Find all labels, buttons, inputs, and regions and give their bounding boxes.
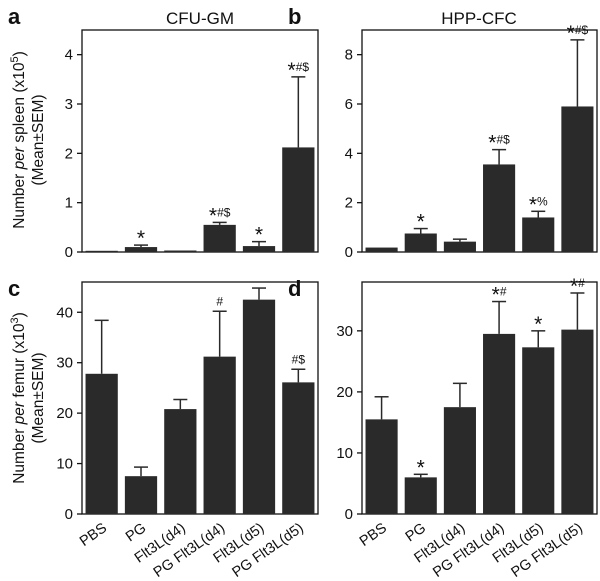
y-tick-label-d: 10 <box>336 445 353 462</box>
significance-mark-d-2: * <box>417 456 425 479</box>
x-tick-label-c-2: PG <box>123 520 149 545</box>
y-tick-label-c: 30 <box>56 355 73 372</box>
svg-text:(Mean±SEM): (Mean±SEM) <box>30 94 47 185</box>
bar-b-2 <box>404 233 437 252</box>
significance-mark-a-4: *#$ <box>209 204 231 227</box>
bar-a-5 <box>242 246 276 252</box>
bar-d-2 <box>404 477 437 514</box>
y-tick-label-c: 40 <box>56 304 73 321</box>
y-tick-label-d: 30 <box>336 323 353 340</box>
bar-c-3 <box>164 409 197 514</box>
y-tick-label-b: 6 <box>345 96 353 113</box>
bar-d-5 <box>522 347 555 514</box>
significance-mark-b-5: *% <box>529 193 548 216</box>
svg-text:Number per spleen (x105): Number per spleen (x105) <box>9 51 28 229</box>
y-tick-label-b: 0 <box>345 244 353 261</box>
panel-title-b: HPP-CFC <box>441 9 517 28</box>
bar-a-6 <box>282 147 315 252</box>
plot-frame-d <box>361 281 598 515</box>
bar-c-5 <box>242 299 276 514</box>
svg-text:(Mean±SEM): (Mean±SEM) <box>30 352 47 443</box>
y-tick-label-c: 10 <box>56 456 73 473</box>
panel-a: a CFU-GM 0 1 2 3 4 * *#$ * *#$ <box>8 4 319 261</box>
significance-mark-d-6: *# <box>570 275 585 298</box>
bar-a-3 <box>164 250 197 252</box>
significance-mark-a-6: *#$ <box>288 59 310 82</box>
bar-b-3 <box>443 241 476 252</box>
plot-frame-a <box>81 29 319 253</box>
panel-letter-c: c <box>8 276 20 301</box>
bar-d-6 <box>561 329 594 514</box>
bar-b-6 <box>561 106 594 252</box>
x-tick-label-d-2: PG <box>403 520 429 545</box>
significance-mark-b-2: * <box>417 211 425 234</box>
y-tick-label-d: 20 <box>336 384 353 401</box>
panel-title-a: CFU-GM <box>166 9 234 28</box>
y-tick-label-b: 2 <box>345 195 353 212</box>
bar-c-2 <box>124 476 158 514</box>
significance-mark-c-4: # <box>216 294 223 308</box>
plot-frame-b <box>361 29 598 253</box>
bar-b-1 <box>365 247 398 252</box>
panel-letter-a: a <box>8 4 21 29</box>
y-tick-label-b: 8 <box>345 47 353 64</box>
significance-mark-c-6: #$ <box>292 352 306 366</box>
significance-mark-d-4: *# <box>492 284 507 307</box>
y-tick-label-a: 0 <box>65 244 73 261</box>
significance-mark-b-4: *#$ <box>488 132 510 155</box>
bar-d-3 <box>443 407 476 514</box>
panel-letter-d: d <box>288 276 301 301</box>
panel-b: b HPP-CFC 0 2 4 6 8 * *#$ *% *#$ <box>288 4 598 261</box>
significance-mark-a-2: * <box>137 227 145 250</box>
bar-c-1 <box>85 373 118 514</box>
bar-d-1 <box>365 419 398 514</box>
bar-a-1 <box>85 250 118 252</box>
bar-c-4 <box>203 356 236 514</box>
x-tick-label-c-1: PBS <box>77 520 110 550</box>
panel-letter-b: b <box>288 4 301 29</box>
svg-text:Number per femur (x103): Number per femur (x103) <box>9 312 28 484</box>
y-tick-label-b: 4 <box>345 145 353 162</box>
x-tick-label-d-1: PBS <box>357 520 390 550</box>
bar-d-4 <box>483 333 516 514</box>
y-tick-label-a: 4 <box>65 47 73 64</box>
y-tick-label-a: 2 <box>65 145 73 162</box>
y-tick-label-c: 0 <box>65 506 73 523</box>
bar-b-4 <box>483 164 516 252</box>
bar-a-2 <box>124 247 158 252</box>
y-tick-label-a: 1 <box>65 195 73 212</box>
y-axis-label-top: Number per spleen (x105)(Mean±SEM) <box>9 51 47 229</box>
bar-a-4 <box>203 224 236 252</box>
bar-c-6 <box>282 382 315 514</box>
significance-mark-b-6: *#$ <box>567 22 589 45</box>
y-tick-label-c: 20 <box>56 405 73 422</box>
bar-b-5 <box>522 217 555 252</box>
significance-mark-a-5: * <box>255 224 263 247</box>
y-tick-label-d: 0 <box>345 506 353 523</box>
y-tick-label-a: 3 <box>65 96 73 113</box>
y-axis-label-bottom: Number per femur (x103)(Mean±SEM) <box>9 312 47 484</box>
significance-mark-d-5: * <box>534 313 542 336</box>
plot-frame-c <box>81 281 319 515</box>
